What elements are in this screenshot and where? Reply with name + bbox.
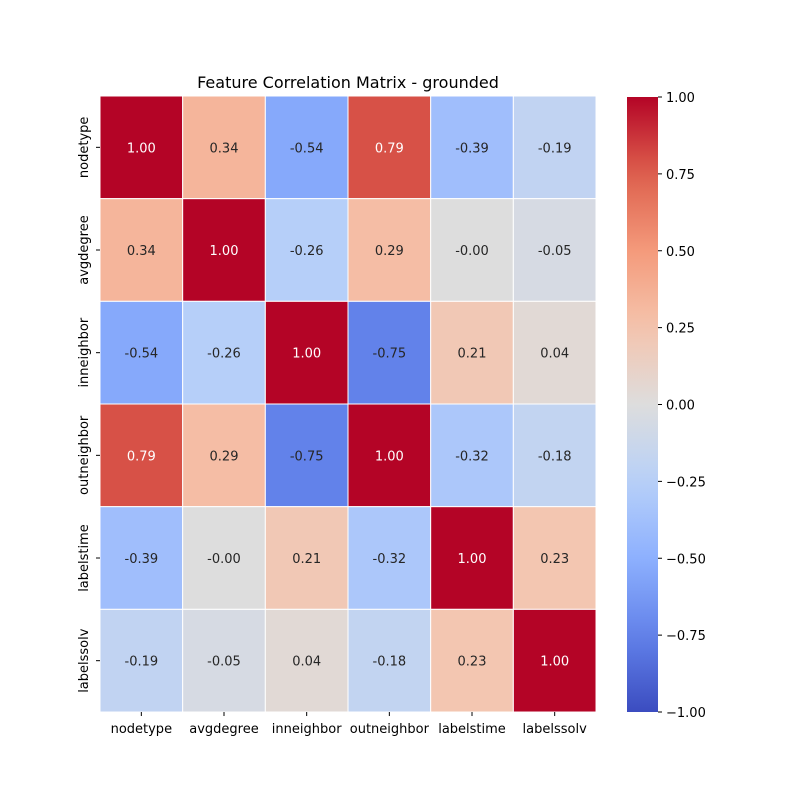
cell-value-label: -0.39	[455, 141, 489, 156]
cell-value-label: -0.00	[455, 244, 489, 259]
row-label-outneighbor: outneighbor	[77, 415, 92, 495]
colorbar-gradient	[627, 97, 658, 712]
cell-value-label: -0.18	[538, 449, 572, 464]
heatmap-cell-labelssolv-nodetype	[99, 608, 184, 713]
heatmap-cell-avgdegree-outneighbor	[347, 198, 432, 302]
heatmap-cell-outneighbor-outneighbor	[347, 403, 432, 508]
cell-value-label: 1.00	[292, 347, 321, 362]
heatmap-cell-inneighbor-nodetype	[99, 300, 184, 405]
column-labels: nodetype avgdegree inneighbor outneighbor la…	[111, 712, 588, 737]
cell-value-label: -0.75	[373, 347, 407, 362]
heatmap-cell-nodetype-outneighbor	[347, 95, 432, 200]
cell-value-label: 1.00	[375, 449, 404, 464]
column-label-labelssolv: labelssolv	[523, 722, 588, 737]
column-label-nodetype: nodetype	[111, 722, 172, 737]
heatmap-cell-inneighbor-outneighbor	[347, 300, 432, 405]
cell-value-label: -0.26	[290, 244, 324, 259]
cell-value-label: -0.26	[207, 347, 241, 362]
column-label-avgdegree: avgdegree	[189, 722, 258, 737]
chart-title: Feature Correlation Matrix - grounded	[197, 73, 499, 92]
heatmap-cell-nodetype-nodetype	[99, 95, 184, 200]
heatmap-cell-outneighbor-labelstime	[430, 403, 514, 508]
cell-value-label: -0.05	[207, 655, 241, 670]
heatmap-cell-avgdegree-labelssolv	[512, 198, 597, 302]
row-label-labelssolv: labelssolv	[77, 628, 92, 693]
column-label-outneighbor: outneighbor	[350, 722, 430, 737]
row-label-inneighbor: inneighbor	[77, 317, 92, 387]
cell-value-label: 0.23	[540, 552, 569, 567]
heatmap-cell-inneighbor-labelssolv	[512, 300, 597, 405]
heatmap-cell-labelstime-inneighbor	[264, 506, 349, 610]
cell-value-label: -0.05	[538, 244, 572, 259]
heatmap-cell-labelssolv-outneighbor	[347, 608, 432, 713]
heatmap-cell-labelstime-labelssolv	[512, 506, 597, 610]
colorbar: 1.00 0.75 0.50 0.25 0.00 −0.25 −0.50 −0.75 −1.00	[627, 91, 706, 721]
cell-value-label: 0.21	[458, 347, 487, 362]
heatmap-cell-nodetype-avgdegree	[182, 95, 266, 200]
cell-value-label: -0.32	[455, 449, 489, 464]
cell-value-label: -0.18	[373, 655, 407, 670]
heatmap-cell-nodetype-labelstime	[430, 95, 514, 200]
colorbar-tick-label: −1.00	[666, 706, 706, 721]
heatmap-cell-nodetype-inneighbor	[264, 95, 349, 200]
cell-value-label: -0.39	[125, 552, 159, 567]
colorbar-tick-label: 0.50	[666, 245, 695, 260]
heatmap-cells: 1.00 0.34 -0.54 0.79 -0.39 -0.19 0.34 1.00 -0.26…	[99, 95, 597, 713]
cell-value-label: 0.29	[375, 244, 404, 259]
cell-value-label: 0.34	[127, 244, 156, 259]
cell-value-label: 0.04	[540, 347, 569, 362]
heatmap-cell-outneighbor-inneighbor	[264, 403, 349, 508]
heatmap-cell-labelstime-outneighbor	[347, 506, 432, 610]
heatmap-cell-inneighbor-avgdegree	[182, 300, 266, 405]
cell-value-label: 1.00	[127, 141, 156, 156]
row-label-labelstime: labelstime	[77, 524, 92, 592]
colorbar-tick-label: 0.00	[666, 399, 695, 414]
cell-value-label: 0.79	[127, 449, 156, 464]
cell-value-label: -0.19	[538, 141, 572, 156]
colorbar-tick-label: −0.25	[666, 475, 706, 490]
heatmap-cell-labelstime-nodetype	[99, 506, 184, 610]
heatmap-cell-outneighbor-labelssolv	[512, 403, 597, 508]
cell-value-label: 0.79	[375, 141, 404, 156]
heatmap-cell-inneighbor-labelstime	[430, 300, 514, 405]
cell-value-label: 0.34	[210, 141, 239, 156]
cell-value-label: 0.21	[292, 552, 321, 567]
cell-value-label: -0.32	[373, 552, 407, 567]
colorbar-tick-label: 1.00	[666, 91, 695, 106]
column-label-labelstime: labelstime	[438, 722, 506, 737]
cell-value-label: 0.04	[292, 655, 321, 670]
cell-value-label: -0.54	[125, 347, 159, 362]
heatmap-cell-labelstime-labelstime	[430, 506, 514, 610]
colorbar-tick-label: −0.75	[666, 629, 706, 644]
cell-value-label: -0.00	[207, 552, 241, 567]
cell-value-label: -0.75	[290, 449, 324, 464]
cell-value-label: -0.54	[290, 141, 324, 156]
heatmap-cell-nodetype-labelssolv	[512, 95, 597, 200]
heatmap-cell-outneighbor-avgdegree	[182, 403, 266, 508]
row-label-nodetype: nodetype	[77, 117, 92, 178]
cell-value-label: -0.19	[125, 655, 159, 670]
heatmap-cell-inneighbor-inneighbor	[264, 300, 349, 405]
cell-value-label: 1.00	[540, 655, 569, 670]
colorbar-tick-label: 0.25	[666, 322, 695, 337]
cell-value-label: 0.29	[210, 449, 239, 464]
cell-value-label: 1.00	[458, 552, 487, 567]
heatmap-cell-avgdegree-avgdegree	[182, 198, 266, 302]
colorbar-tick-label: −0.50	[666, 552, 706, 567]
heatmap-cell-labelssolv-labelstime	[430, 608, 514, 713]
row-labels: nodetype avgdegree inneighbor outneighbor la…	[77, 117, 100, 693]
cell-value-label: 1.00	[210, 244, 239, 259]
heatmap-cell-labelssolv-labelssolv	[512, 608, 597, 713]
heatmap-cell-outneighbor-nodetype	[99, 403, 184, 508]
colorbar-tick-label: 0.75	[666, 168, 695, 183]
row-label-avgdegree: avgdegree	[77, 215, 92, 284]
cell-value-label: 0.23	[458, 655, 487, 670]
column-label-inneighbor: inneighbor	[272, 722, 342, 737]
